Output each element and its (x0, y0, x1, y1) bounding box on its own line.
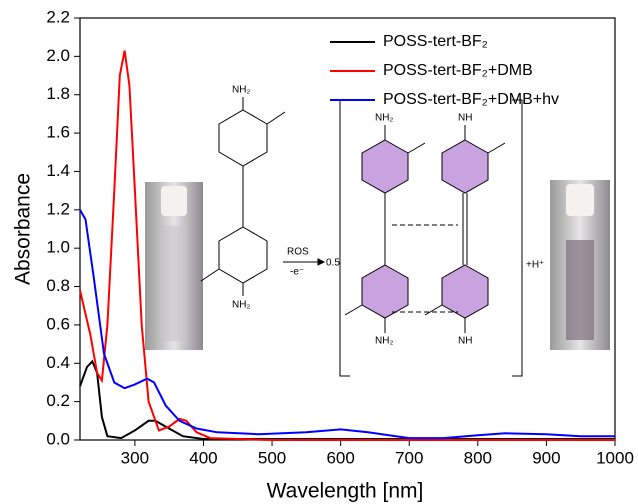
y-tick-label: 2.0 (46, 46, 70, 65)
y-axis-title: Absorbance (12, 173, 35, 285)
y-tick-label: 1.6 (46, 123, 70, 142)
series-line (79, 359, 615, 440)
y-tick-label: 0.2 (46, 391, 70, 410)
annotation: 0.5 (326, 258, 340, 269)
annotation: NH₂ (375, 336, 393, 347)
x-axis-title: Wavelength [nm] (267, 480, 424, 503)
series-line (79, 50, 615, 441)
annotation: +H⁺ (526, 260, 544, 271)
y-tick-label: 2.2 (46, 7, 70, 26)
annotation: NH (458, 336, 472, 347)
annotation: -e⁻ (290, 267, 304, 278)
y-tick-label: 0.4 (46, 353, 70, 372)
y-tick-label: 1.4 (46, 161, 70, 180)
annotation: NH (458, 113, 472, 124)
x-tick-label: 700 (395, 448, 423, 467)
chemical-structure (200, 97, 523, 377)
annotation: ROS (287, 247, 309, 258)
legend-label: POSS-tert-BF₂+DMB+hv (383, 91, 559, 108)
y-tick-label: 1.8 (46, 84, 70, 103)
x-tick-label: 500 (258, 448, 286, 467)
vial-photo-left (145, 182, 203, 350)
legend-label: POSS-tert-BF₂ (383, 33, 488, 50)
y-tick-label: 1.2 (46, 199, 70, 218)
y-tick-label: 0.6 (46, 314, 70, 333)
annotation: NH₂ (375, 113, 393, 124)
y-tick-label: 0.0 (46, 429, 70, 448)
x-tick-label: 900 (532, 448, 560, 467)
vial-photo-right (550, 180, 610, 350)
x-tick-label: 400 (189, 448, 217, 467)
x-tick-label: 1000 (596, 448, 634, 467)
structure-labels: NH₂ NH₂ ROS -e⁻ 0.5 NH₂ NH₂ NH NH +H⁺ (232, 85, 544, 347)
x-tick-label: 800 (464, 448, 492, 467)
y-tick-label: 1.0 (46, 238, 70, 257)
legend-label: POSS-tert-BF₂+DMB (383, 62, 533, 79)
x-tick-label: 300 (121, 448, 149, 467)
y-tick-label: 0.8 (46, 276, 70, 295)
annotation: NH₂ (232, 300, 250, 311)
x-tick-label: 600 (326, 448, 354, 467)
series-line (79, 209, 615, 440)
annotation: NH₂ (232, 85, 250, 96)
